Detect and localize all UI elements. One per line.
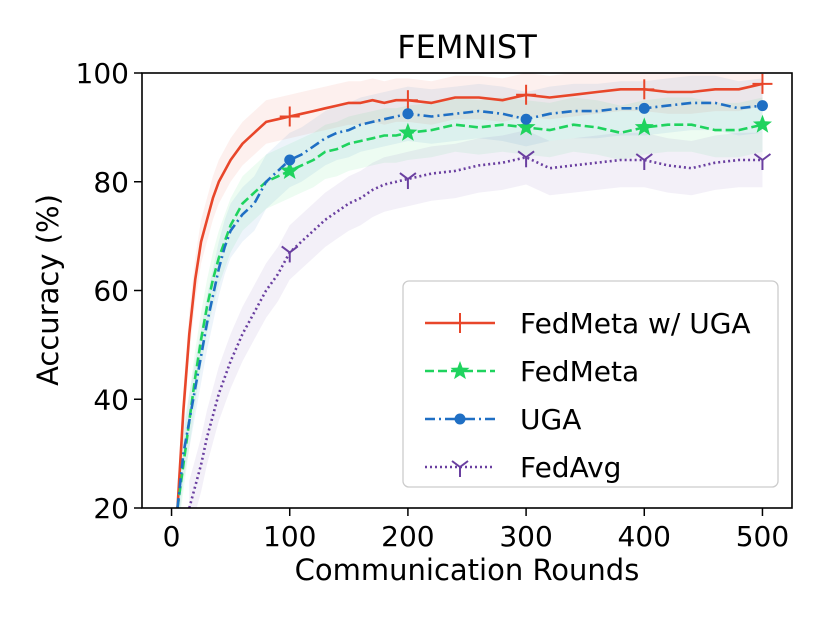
series-markers: [279, 73, 773, 263]
x-axis-label: Communication Rounds: [295, 553, 640, 587]
band-2: [177, 75, 763, 508]
y-tick-label: 80: [93, 166, 129, 199]
data-point: [398, 122, 418, 141]
series-lines: [176, 82, 763, 508]
y-tick-label: 100: [76, 57, 129, 90]
legend-marker: [454, 413, 466, 425]
data-point: [397, 90, 418, 111]
y-axis: 20 40 60 80 100: [76, 57, 142, 525]
x-tick-label: 300: [499, 520, 552, 553]
data-point: [281, 245, 299, 263]
chart-title: FEMNIST: [397, 28, 537, 66]
data-point: [635, 153, 653, 170]
data-point: [516, 117, 536, 136]
data-point: [516, 84, 537, 105]
data-point: [634, 117, 654, 136]
data-point: [756, 100, 768, 112]
legend-label: UGA: [520, 403, 581, 436]
x-axis: 0 100 200 300 400 500: [163, 508, 789, 553]
data-point: [399, 172, 417, 190]
data-point: [638, 102, 650, 114]
data-point: [753, 153, 772, 170]
data-point: [517, 150, 535, 168]
data-point: [279, 106, 300, 127]
series-line-2: [176, 101, 763, 508]
x-tick-label: 100: [263, 520, 316, 553]
y-tick-label: 20: [93, 492, 129, 525]
series-line-1: [176, 123, 763, 508]
data-point: [634, 79, 655, 100]
data-point: [520, 113, 532, 125]
x-tick-label: 0: [163, 520, 181, 553]
data-point: [752, 73, 773, 94]
legend-label: FedMeta w/ UGA: [520, 307, 751, 340]
x-tick-label: 400: [618, 520, 671, 553]
confidence-bands: [177, 73, 763, 508]
legend: FedMeta w/ UGA FedMeta UGA FedAvg: [402, 280, 779, 488]
data-point: [280, 160, 300, 179]
data-point: [284, 154, 296, 166]
legend-label: FedAvg: [520, 451, 621, 484]
x-tick-label: 500: [736, 520, 789, 553]
series-line-0: [176, 82, 763, 508]
data-point: [752, 114, 772, 133]
legend-label: FedMeta: [520, 355, 639, 388]
y-axis-label: Accuracy (%): [31, 194, 65, 386]
y-tick-label: 60: [93, 275, 129, 308]
legend-marker: [450, 361, 470, 380]
x-tick-label: 200: [381, 520, 434, 553]
legend-marker: [451, 460, 469, 477]
y-tick-label: 40: [93, 383, 129, 416]
legend-frame: [402, 280, 779, 488]
data-point: [402, 108, 414, 120]
band-1: [177, 97, 763, 508]
legend-marker: [450, 313, 470, 333]
band-3: [189, 130, 763, 508]
